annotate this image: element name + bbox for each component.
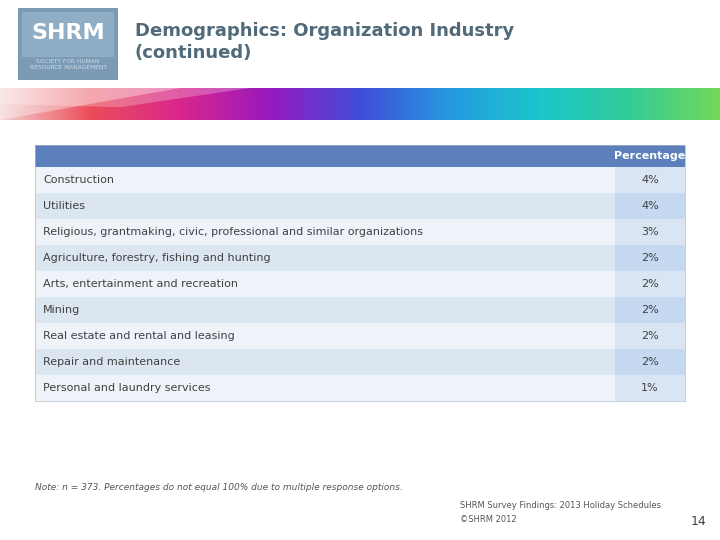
- Text: Personal and laundry services: Personal and laundry services: [43, 383, 210, 393]
- FancyBboxPatch shape: [615, 193, 685, 219]
- Text: Construction: Construction: [43, 175, 114, 185]
- FancyBboxPatch shape: [35, 375, 685, 401]
- FancyBboxPatch shape: [35, 219, 685, 245]
- FancyBboxPatch shape: [35, 167, 685, 193]
- Text: Agriculture, forestry, fishing and hunting: Agriculture, forestry, fishing and hunti…: [43, 253, 271, 263]
- Text: 4%: 4%: [641, 175, 659, 185]
- Text: SHRM Survey Findings: 2013 Holiday Schedules: SHRM Survey Findings: 2013 Holiday Sched…: [460, 501, 661, 510]
- FancyBboxPatch shape: [22, 12, 114, 57]
- FancyBboxPatch shape: [35, 323, 685, 349]
- FancyBboxPatch shape: [615, 375, 685, 401]
- FancyBboxPatch shape: [18, 8, 118, 80]
- Text: SHRM: SHRM: [31, 23, 105, 43]
- FancyBboxPatch shape: [615, 297, 685, 323]
- Text: Percentage: Percentage: [614, 151, 685, 161]
- FancyBboxPatch shape: [35, 193, 685, 219]
- Text: Arts, entertainment and recreation: Arts, entertainment and recreation: [43, 279, 238, 289]
- Text: ©SHRM 2012: ©SHRM 2012: [460, 515, 517, 524]
- Text: Utilities: Utilities: [43, 201, 85, 211]
- Text: 2%: 2%: [641, 279, 659, 289]
- FancyBboxPatch shape: [615, 271, 685, 297]
- Text: Repair and maintenance: Repair and maintenance: [43, 357, 180, 367]
- FancyBboxPatch shape: [35, 245, 685, 271]
- Text: 3%: 3%: [642, 227, 659, 237]
- FancyBboxPatch shape: [35, 297, 685, 323]
- Text: 14: 14: [690, 515, 706, 528]
- Text: Demographics: Organization Industry: Demographics: Organization Industry: [135, 22, 514, 40]
- Text: 2%: 2%: [641, 305, 659, 315]
- Text: 2%: 2%: [641, 253, 659, 263]
- Text: Religious, grantmaking, civic, professional and similar organizations: Religious, grantmaking, civic, professio…: [43, 227, 423, 237]
- Polygon shape: [0, 88, 180, 120]
- Text: 2%: 2%: [641, 357, 659, 367]
- FancyBboxPatch shape: [35, 271, 685, 297]
- Text: SOCIETY FOR HUMAN
RESOURCE MANAGEMENT: SOCIETY FOR HUMAN RESOURCE MANAGEMENT: [30, 58, 107, 70]
- FancyBboxPatch shape: [35, 349, 685, 375]
- Text: 1%: 1%: [642, 383, 659, 393]
- Text: Mining: Mining: [43, 305, 80, 315]
- Text: 4%: 4%: [641, 201, 659, 211]
- FancyBboxPatch shape: [615, 219, 685, 245]
- FancyBboxPatch shape: [615, 349, 685, 375]
- FancyBboxPatch shape: [615, 245, 685, 271]
- Text: Note: n = 373. Percentages do not equal 100% due to multiple response options.: Note: n = 373. Percentages do not equal …: [35, 483, 402, 492]
- FancyBboxPatch shape: [35, 145, 685, 167]
- Text: 2%: 2%: [641, 331, 659, 341]
- FancyBboxPatch shape: [615, 167, 685, 193]
- Text: (continued): (continued): [135, 44, 253, 62]
- Polygon shape: [0, 88, 250, 107]
- Text: Real estate and rental and leasing: Real estate and rental and leasing: [43, 331, 235, 341]
- FancyBboxPatch shape: [615, 323, 685, 349]
